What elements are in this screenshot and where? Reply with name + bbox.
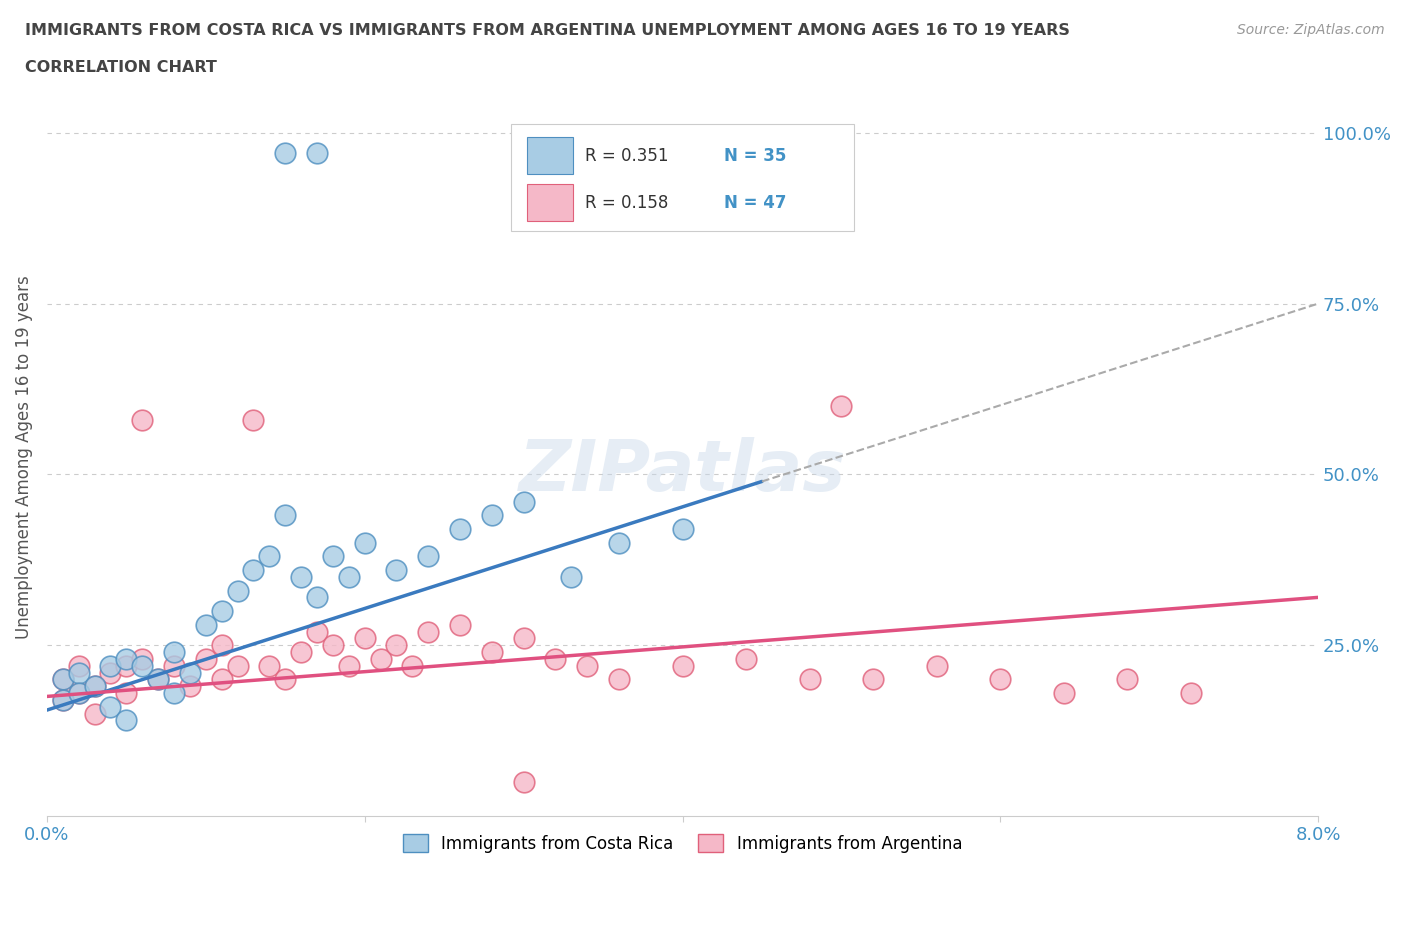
Point <box>560 569 582 584</box>
Point <box>449 522 471 537</box>
Point <box>1180 685 1202 700</box>
Point <box>290 569 312 584</box>
Point <box>385 638 408 653</box>
Point <box>226 583 249 598</box>
Point <box>163 685 186 700</box>
Text: CORRELATION CHART: CORRELATION CHART <box>25 60 217 75</box>
Point <box>418 549 440 564</box>
Point <box>337 569 360 584</box>
Point <box>179 679 201 694</box>
Point <box>274 508 297 523</box>
Point <box>322 638 344 653</box>
Point <box>194 618 217 632</box>
Point <box>1053 685 1076 700</box>
Point <box>290 644 312 659</box>
Point <box>512 495 534 510</box>
Point <box>576 658 599 673</box>
Text: R = 0.158: R = 0.158 <box>585 193 668 212</box>
Point <box>337 658 360 673</box>
FancyBboxPatch shape <box>527 184 574 221</box>
Point <box>512 631 534 645</box>
Point <box>67 658 90 673</box>
Point <box>449 618 471 632</box>
Point <box>52 693 75 708</box>
Point <box>353 536 375 551</box>
Point <box>194 651 217 666</box>
Point <box>131 658 153 673</box>
Point <box>1116 671 1139 686</box>
Point <box>100 658 122 673</box>
Point <box>242 412 264 427</box>
Text: ZIPatlas: ZIPatlas <box>519 437 846 506</box>
Point <box>67 665 90 680</box>
Point <box>115 651 138 666</box>
FancyBboxPatch shape <box>510 124 853 232</box>
Point <box>52 693 75 708</box>
Point <box>735 651 758 666</box>
Point <box>512 775 534 790</box>
Point <box>799 671 821 686</box>
Point <box>305 146 328 161</box>
Point <box>115 685 138 700</box>
Point <box>401 658 423 673</box>
Point <box>163 658 186 673</box>
Point <box>211 671 233 686</box>
Legend: Immigrants from Costa Rica, Immigrants from Argentina: Immigrants from Costa Rica, Immigrants f… <box>396 828 969 859</box>
Point <box>322 549 344 564</box>
Point <box>544 651 567 666</box>
Point <box>353 631 375 645</box>
Text: Source: ZipAtlas.com: Source: ZipAtlas.com <box>1237 23 1385 37</box>
Point <box>163 644 186 659</box>
Point <box>671 658 693 673</box>
Point <box>607 536 630 551</box>
Text: N = 47: N = 47 <box>724 193 787 212</box>
Point <box>925 658 948 673</box>
Point <box>146 671 169 686</box>
Point <box>100 699 122 714</box>
Point <box>226 658 249 673</box>
Point <box>988 671 1011 686</box>
Point <box>481 508 503 523</box>
Point <box>862 671 884 686</box>
Text: R = 0.351: R = 0.351 <box>585 147 668 165</box>
Point <box>370 651 392 666</box>
Point <box>830 399 852 414</box>
Point <box>131 651 153 666</box>
Point <box>179 665 201 680</box>
Point <box>83 679 105 694</box>
Point <box>146 671 169 686</box>
Point <box>83 706 105 721</box>
Point <box>115 713 138 728</box>
Point <box>305 624 328 639</box>
Point <box>211 638 233 653</box>
Point <box>115 658 138 673</box>
Point <box>52 671 75 686</box>
Point <box>481 644 503 659</box>
Point <box>52 671 75 686</box>
Point <box>418 624 440 639</box>
Point <box>259 658 281 673</box>
Point <box>259 549 281 564</box>
Point <box>242 563 264 578</box>
Point <box>385 563 408 578</box>
Y-axis label: Unemployment Among Ages 16 to 19 years: Unemployment Among Ages 16 to 19 years <box>15 275 32 639</box>
Point <box>305 590 328 604</box>
Point <box>671 522 693 537</box>
Text: IMMIGRANTS FROM COSTA RICA VS IMMIGRANTS FROM ARGENTINA UNEMPLOYMENT AMONG AGES : IMMIGRANTS FROM COSTA RICA VS IMMIGRANTS… <box>25 23 1070 38</box>
Point <box>83 679 105 694</box>
Point <box>100 665 122 680</box>
Point <box>67 685 90 700</box>
Point <box>274 146 297 161</box>
Text: N = 35: N = 35 <box>724 147 787 165</box>
Point <box>67 685 90 700</box>
Point <box>607 671 630 686</box>
Point <box>131 412 153 427</box>
Point <box>211 604 233 618</box>
FancyBboxPatch shape <box>527 137 574 174</box>
Point <box>274 671 297 686</box>
